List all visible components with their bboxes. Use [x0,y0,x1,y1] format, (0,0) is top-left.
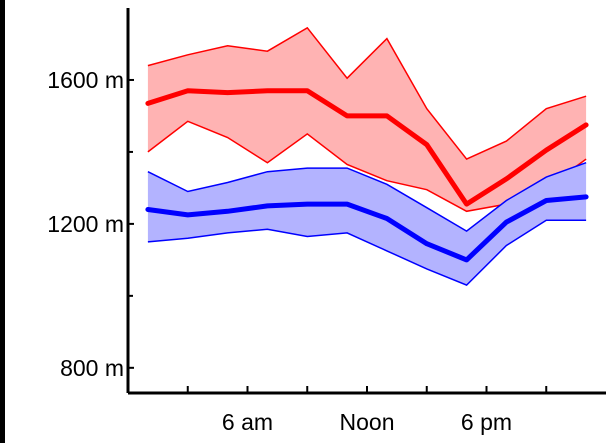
series-1-upper-line [147,161,587,233]
series-1-mean-line [145,194,589,263]
y-tick-label-2: 1600 m [47,67,124,93]
y-tick-label-0: 800 m [60,355,124,381]
series-0-band [147,27,587,212]
x-tick-label-1: Noon [340,409,395,435]
x-tick-label-2: 6 pm [461,409,512,435]
y-tick-label-1: 1200 m [47,211,124,237]
series-0-mean-line [145,88,589,207]
series-0-upper-line [147,26,587,161]
y-axis-ticks: 800 m 1200 m 1600 m [47,67,134,381]
series-1-band [147,162,587,286]
x-axis-ticks: 6 am Noon 6 pm [186,386,548,435]
confidence-bands [147,26,587,286]
mean-lines [145,88,589,263]
x-tick-label-0: 6 am [222,409,273,435]
series-1-lower-line [147,219,587,286]
